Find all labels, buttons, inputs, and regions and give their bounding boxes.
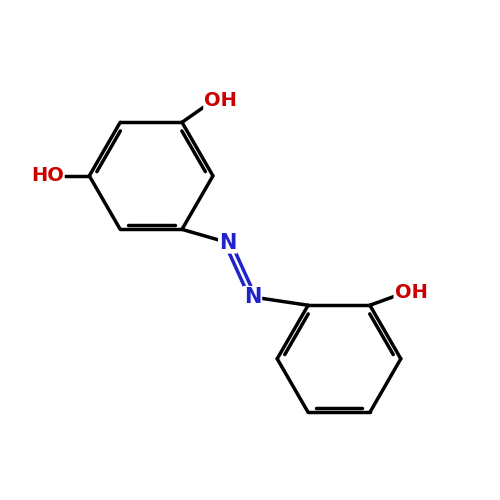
- Text: HO: HO: [31, 166, 64, 186]
- Text: N: N: [219, 232, 236, 252]
- Text: OH: OH: [204, 90, 237, 110]
- Text: OH: OH: [394, 284, 428, 302]
- Text: N: N: [244, 287, 261, 307]
